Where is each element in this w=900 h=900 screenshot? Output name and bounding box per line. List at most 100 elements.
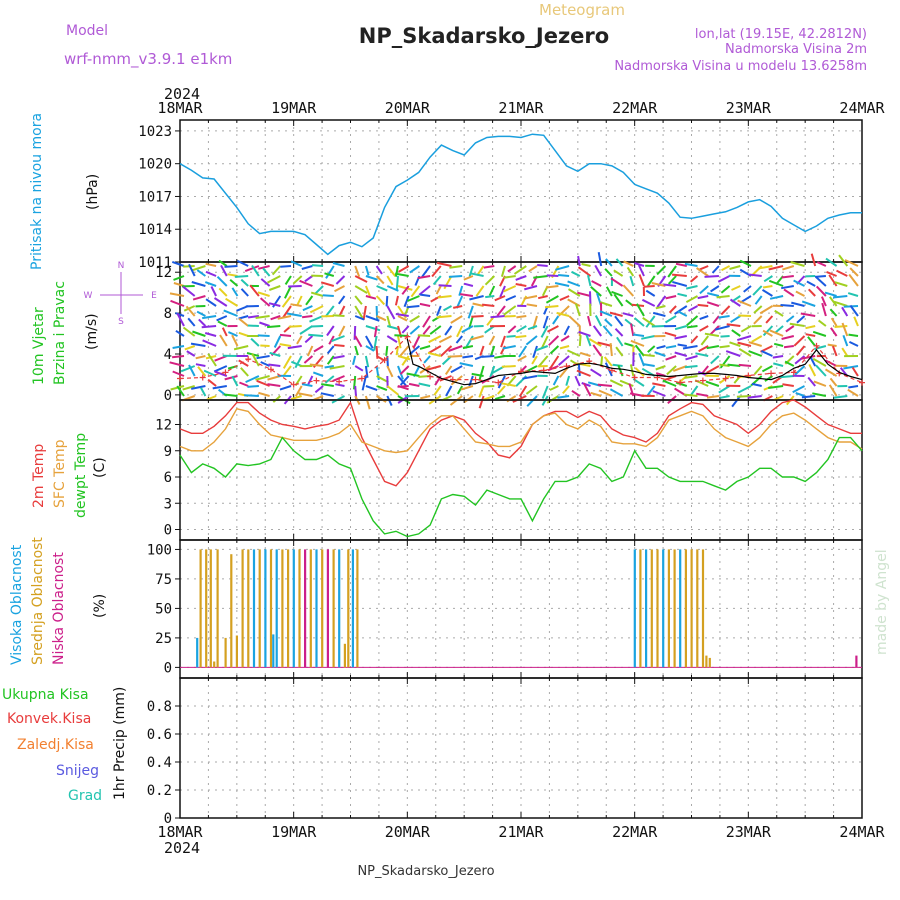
wind-barb [221,327,228,337]
wind-panel: 0 4 8 12 [155,252,865,410]
wind-barb [641,335,655,340]
wind-barb [445,385,453,397]
wind-barb [525,335,538,346]
wind-barb [805,325,816,330]
wind-barb [386,335,398,343]
wind-barb [645,315,656,328]
wind-barb [195,363,206,367]
cloud-bar [338,549,341,668]
wind-barb [290,303,302,307]
wind-barb [765,315,774,324]
wind-barb [386,285,399,292]
wind-barb [774,325,784,334]
pressure-side-label: Pritisak na nivou mora [29,113,45,270]
cloud-bar [264,549,267,668]
wind-barb [256,355,270,360]
wind-barb [531,355,538,365]
wind-barb [365,335,374,349]
wind-barb [406,305,420,309]
wind-barb [540,325,549,338]
compass-e: E [151,291,157,301]
elevation-label: Nadmorska Visina 2m [725,42,867,57]
wind-gust-marker [267,366,274,373]
wind-barb [782,383,794,387]
wind-barb [251,353,260,367]
wind-barb [255,375,270,381]
wind-barb [793,335,806,347]
wind-barb [789,322,805,327]
wind-barb [762,325,774,337]
wind-barb [685,295,698,303]
top-day-label: 22MAR [612,99,658,117]
wind-barb [309,305,324,314]
wind-barb [448,275,463,278]
wind-barb [577,363,581,377]
wind-barb [452,305,463,309]
cloud-bar [252,549,256,668]
cloud-bar [855,655,858,668]
wind-barb [615,258,624,267]
wind-barb [212,385,227,390]
y-tick-label: 6 [164,470,172,486]
cloud-bar [708,657,711,668]
wind-barb [186,350,196,357]
wind-barb [579,351,591,357]
wind-barb [594,264,603,277]
wind-barb [283,365,292,376]
wind-barb [747,395,762,399]
wind-barb [729,341,741,347]
wind-barb [838,254,849,267]
wind-barb [731,329,741,337]
precip-axis-label: 1hr Precip (mm) [112,687,128,800]
cloud-bar [205,549,208,668]
wind-barb [468,265,474,277]
wind-barb [284,275,292,285]
model-elevation-label: Nadmorska Visina u modelu 13.6258m [614,59,867,74]
wind-barb [478,395,485,409]
wind-barb [497,385,506,395]
wind-barb [311,325,324,328]
wind-barb [471,372,484,377]
wind-speed-line [406,338,863,386]
wind-barb [259,321,270,327]
legend-snow: Snijeg [56,763,99,779]
wind-barb [247,324,259,327]
wind-barb [784,360,795,367]
wind-barb [437,295,452,299]
wind-barb [812,357,827,367]
wind-barb [417,334,431,337]
wind-barb [736,395,752,398]
wind-barb [196,310,206,317]
wind-barb [748,350,763,357]
wind-barb [364,265,370,276]
bottom-day-label: 20MAR [385,823,431,841]
wind-barb [558,274,570,277]
wind-barb [714,325,730,331]
wind-barb [597,383,612,387]
wind-barb [440,345,453,357]
wind-barb [313,395,324,401]
y-tick-label: 1017 [138,189,172,205]
wind-barb [754,295,763,305]
wind-barb [682,345,698,350]
wind-barb [314,285,324,295]
cloud-bar [272,634,275,668]
wind-barb [522,375,538,380]
wind-barb [697,303,709,307]
wind-barb [614,315,624,327]
wind-barb [718,315,730,319]
wind-barb [483,385,495,388]
y-tick-label: 4 [164,347,172,363]
wind-barb [820,296,827,307]
wind-barb [182,385,195,391]
wind-barb [234,275,249,278]
wind-barb [354,275,368,283]
wind-barb [365,295,377,300]
y-tick-label: 1014 [138,222,172,238]
wind-barb [587,274,592,287]
wind-barb [720,305,731,316]
wind-barb [675,262,687,267]
wind-barb [250,337,260,347]
wind-barb [624,342,634,347]
wind-barb [467,305,474,319]
